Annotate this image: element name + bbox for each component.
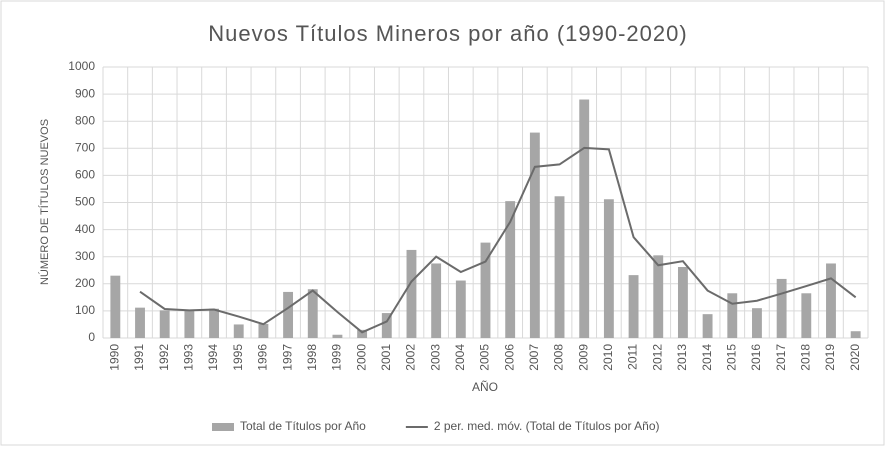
- y-tick-label: 600: [75, 168, 95, 182]
- bar: [184, 310, 195, 338]
- bar: [850, 331, 861, 338]
- y-tick-label: 0: [88, 330, 95, 344]
- bar: [554, 196, 565, 338]
- bar: [431, 263, 442, 338]
- bar: [702, 314, 713, 338]
- legend-label: 2 per. med. móv. (Total de Títulos por A…: [434, 419, 660, 433]
- x-tick-label: 2006: [502, 344, 516, 371]
- x-tick-label: 2013: [675, 344, 689, 371]
- bar: [628, 275, 639, 338]
- x-tick-label: 2004: [453, 344, 467, 371]
- line-series: [139, 146, 857, 334]
- x-tick-label: 1994: [206, 344, 220, 371]
- bar: [505, 201, 516, 338]
- x-tick-label: 2020: [848, 344, 862, 371]
- bar: [283, 291, 294, 338]
- x-tick-label: 1997: [280, 344, 294, 371]
- bar: [752, 308, 762, 338]
- x-tick-label: 2014: [700, 344, 714, 371]
- x-axis-label: AÑO: [472, 380, 498, 394]
- x-tick-label: 2015: [724, 344, 738, 371]
- bar: [381, 313, 392, 338]
- x-tick-label: 2003: [428, 344, 442, 371]
- bar: [110, 275, 121, 338]
- bar: [159, 310, 170, 338]
- x-tick-label: 1995: [231, 344, 245, 371]
- x-tick-label: 2018: [798, 344, 812, 371]
- x-tick-label: 2009: [576, 344, 590, 371]
- bar: [357, 329, 368, 338]
- x-tick-label: 2017: [774, 344, 788, 371]
- bar: [332, 334, 343, 338]
- x-tick-label: 1999: [330, 344, 344, 371]
- x-tick-label: 2019: [823, 344, 837, 371]
- y-tick-label: 700: [75, 140, 95, 154]
- x-tick-label: 1993: [182, 344, 196, 371]
- bar: [258, 323, 269, 338]
- x-tick-label: 2008: [552, 344, 566, 371]
- x-tick-label: 2010: [601, 344, 615, 371]
- y-tick-label: 100: [75, 303, 95, 317]
- bar: [653, 255, 664, 338]
- y-axis-label: NÚMERO DE TÍTULOS NUEVOS: [38, 119, 51, 285]
- bar: [776, 278, 787, 338]
- legend-swatch: [212, 423, 234, 431]
- x-tick-label: 2007: [527, 344, 541, 371]
- bar: [801, 293, 812, 338]
- legend-label: Total de Títulos por Año: [240, 419, 366, 433]
- y-tick-label: 900: [75, 86, 95, 100]
- bar: [603, 199, 614, 338]
- bar: [826, 263, 836, 338]
- x-tick-label: 2016: [749, 344, 763, 371]
- y-tick-label: 200: [75, 276, 95, 290]
- y-tick-label: 400: [75, 222, 95, 236]
- x-tick-label: 2000: [354, 344, 368, 371]
- bar: [677, 266, 688, 338]
- bar: [727, 293, 738, 338]
- x-tick-label: 2001: [379, 344, 393, 371]
- x-tick-label: 1996: [256, 344, 270, 371]
- y-tick-label: 500: [75, 195, 95, 209]
- y-tick-label: 300: [75, 249, 95, 263]
- bar: [480, 242, 491, 338]
- chart-title: Nuevos Títulos Mineros por año (1990-202…: [208, 21, 687, 46]
- x-tick-label: 1992: [157, 344, 171, 371]
- x-tick-label: 2011: [626, 344, 640, 370]
- x-tick-label: 2002: [404, 344, 418, 371]
- x-tick-label: 2005: [478, 344, 492, 371]
- bar: [529, 132, 540, 338]
- bar: [135, 307, 145, 338]
- y-tick-label: 800: [75, 113, 95, 127]
- bar: [455, 280, 466, 338]
- x-tick-label: 1998: [305, 344, 319, 371]
- x-tick-label: 2012: [650, 344, 664, 371]
- bar: [579, 99, 590, 339]
- bar: [209, 308, 219, 338]
- bar: [307, 289, 318, 338]
- x-tick-label: 1991: [132, 344, 146, 371]
- y-tick-label: 1000: [68, 59, 95, 73]
- x-tick-label: 1990: [108, 344, 122, 371]
- bar: [233, 324, 244, 338]
- bar: [406, 249, 417, 338]
